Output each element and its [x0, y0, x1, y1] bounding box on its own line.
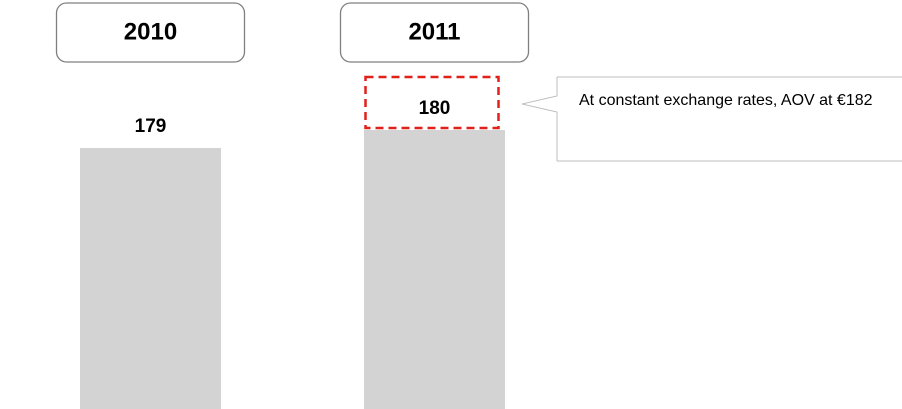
category-box	[339, 2, 530, 63]
value-label: 180	[419, 98, 451, 119]
highlight-box	[364, 75, 500, 130]
bar	[364, 130, 505, 409]
callout-box	[521, 76, 902, 162]
category-box	[55, 2, 246, 63]
value-label: 179	[135, 116, 167, 137]
x-tick-label: 2011	[408, 18, 460, 45]
x-tick-label: 2010	[124, 18, 177, 45]
bar	[80, 148, 221, 409]
annotation: At constant exchange rates, AOV at €182	[579, 92, 873, 109]
